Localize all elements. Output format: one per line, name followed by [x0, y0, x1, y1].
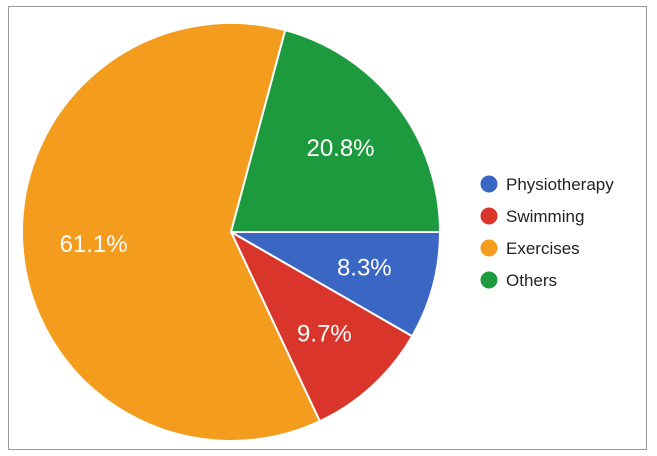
legend-marker-swimming	[480, 207, 498, 225]
slice-label-others: 20.8%	[306, 135, 374, 162]
legend-label-swimming: Swimming	[506, 207, 584, 226]
legend-label-exercises: Exercises	[506, 239, 580, 258]
pie-slice-others	[229, 28, 442, 233]
legend-label-physiotherapy: Physiotherapy	[506, 175, 614, 194]
slice-label-physiotherapy: 8.3%	[337, 255, 392, 282]
pie-slice-physiotherapy	[227, 231, 442, 338]
slice-label-swimming: 9.7%	[297, 321, 352, 348]
pie-slice-labels: 8.3% 9.7% 61.1% 20.8%	[60, 135, 392, 347]
legend-marker-physiotherapy	[480, 175, 498, 193]
pie-slice-exercises	[21, 22, 322, 442]
legend-label-others: Others	[506, 271, 557, 290]
pie-slices	[21, 22, 442, 442]
legend: Physiotherapy Swimming Exercises Others	[480, 175, 614, 290]
slice-label-exercises: 61.1%	[60, 231, 128, 258]
legend-marker-exercises	[480, 239, 498, 257]
pie-slice-swimming	[228, 229, 414, 423]
legend-marker-others	[480, 271, 498, 289]
